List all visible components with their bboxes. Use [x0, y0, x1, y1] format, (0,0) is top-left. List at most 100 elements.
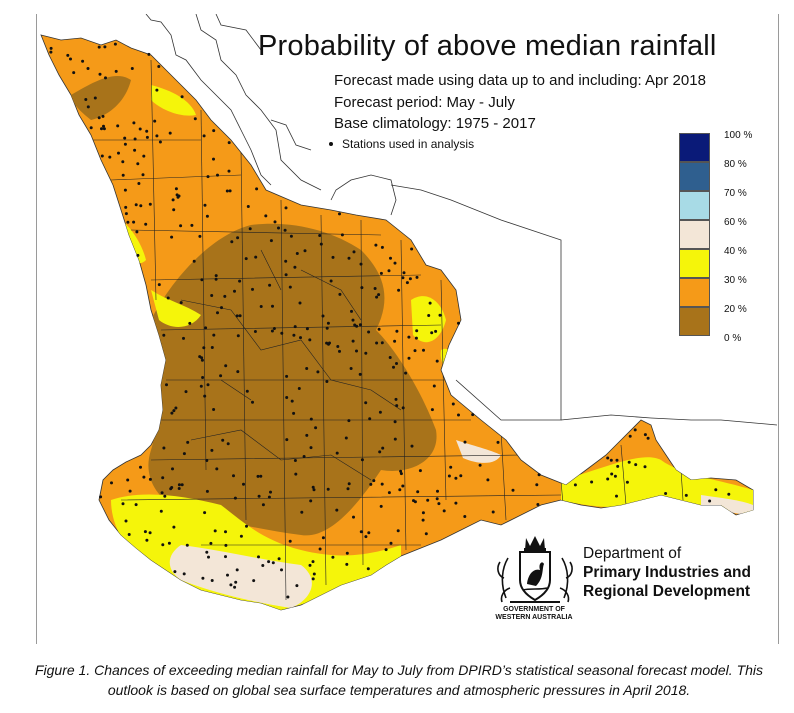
station-dot — [271, 304, 274, 308]
station-dot — [174, 406, 178, 410]
station-dot — [177, 483, 181, 487]
station-dot — [145, 129, 149, 133]
station-dot — [360, 286, 364, 290]
station-dot — [436, 489, 439, 493]
station-dot — [238, 314, 242, 318]
station-dot — [316, 370, 320, 374]
station-dot — [284, 206, 288, 210]
station-dot — [139, 465, 142, 469]
station-dot — [192, 259, 196, 263]
station-dot — [351, 339, 355, 343]
station-dot — [325, 326, 329, 330]
station-dot — [269, 490, 272, 494]
station-dot — [643, 465, 647, 469]
station-dot — [248, 227, 252, 231]
station-dot — [368, 417, 372, 421]
station-dot — [232, 474, 235, 478]
station-dot — [401, 406, 405, 410]
station-dot — [427, 314, 431, 317]
station-dot — [132, 220, 136, 224]
station-dot — [413, 349, 417, 353]
station-dot — [148, 477, 152, 481]
station-dot — [418, 469, 422, 473]
station-dot — [486, 478, 490, 482]
station-dot — [326, 487, 330, 491]
station-dot — [227, 141, 231, 145]
station-dot — [142, 475, 146, 479]
station-dot — [302, 455, 306, 458]
station-dot — [328, 341, 331, 345]
station-dot — [379, 504, 383, 508]
station-dot — [103, 45, 107, 49]
station-dot — [182, 452, 186, 456]
station-dot — [170, 235, 174, 239]
legend-swatch-3 — [679, 191, 710, 220]
station-dot — [212, 157, 215, 161]
station-dot — [225, 189, 229, 193]
station-dot — [139, 204, 143, 208]
station-dot — [345, 551, 349, 555]
station-dot — [388, 356, 392, 359]
station-dot — [369, 482, 373, 486]
legend-label-0: 0 % — [724, 333, 742, 344]
station-dot — [428, 301, 432, 305]
station-dot — [200, 278, 204, 282]
station-dot — [290, 399, 294, 403]
station-dot — [201, 376, 205, 379]
station-dot — [142, 154, 146, 158]
station-dot — [331, 555, 335, 559]
station-dot — [226, 573, 229, 577]
station-dot — [104, 76, 107, 80]
station-dot — [233, 496, 237, 500]
station-dot — [395, 404, 399, 408]
station-dot — [108, 155, 112, 159]
station-dot — [309, 499, 313, 503]
station-dot — [437, 502, 441, 506]
station-dot — [347, 419, 351, 423]
station-dot — [615, 494, 618, 498]
station-dot — [145, 135, 149, 139]
station-dot — [345, 562, 349, 566]
station-dot — [137, 182, 141, 185]
station-dot — [358, 323, 362, 327]
station-dot — [309, 417, 313, 421]
station-dot — [292, 333, 296, 337]
station-dot — [344, 436, 348, 440]
station-dot — [162, 333, 166, 337]
station-dot — [454, 476, 458, 480]
station-dot — [49, 50, 53, 54]
stations-legend: Stations used in analysis — [329, 137, 474, 151]
station-dot — [179, 224, 183, 228]
station-dot — [167, 541, 171, 545]
station-dot — [393, 261, 397, 265]
station-dot — [535, 483, 539, 487]
station-dot — [148, 531, 152, 535]
station-dot — [616, 464, 620, 468]
station-dot — [434, 329, 438, 333]
station-dot — [459, 474, 463, 478]
station-dot — [297, 387, 301, 390]
forecast-period-text: Forecast period: May - July — [334, 94, 515, 111]
station-dot — [182, 336, 185, 340]
station-dot — [335, 508, 339, 512]
station-dot — [277, 226, 280, 230]
station-dot — [227, 169, 231, 173]
station-dot — [338, 349, 341, 353]
station-dot — [380, 245, 384, 249]
station-dot — [387, 269, 391, 273]
station-dot — [402, 271, 406, 275]
station-dot — [573, 483, 577, 487]
station-dot — [128, 489, 132, 493]
forecast-made-text: Forecast made using data up to and inclu… — [334, 72, 706, 89]
station-dot — [97, 45, 101, 49]
station-dot — [210, 294, 214, 297]
station-dot — [410, 247, 414, 251]
department-name: Department of Primary Industries and Reg… — [583, 544, 751, 601]
station-dot — [359, 262, 363, 266]
station-dot — [200, 356, 204, 360]
station-dot — [171, 467, 174, 471]
station-dot — [364, 535, 368, 539]
station-dot — [132, 121, 136, 125]
station-dot — [205, 489, 209, 493]
station-dot — [175, 193, 179, 197]
